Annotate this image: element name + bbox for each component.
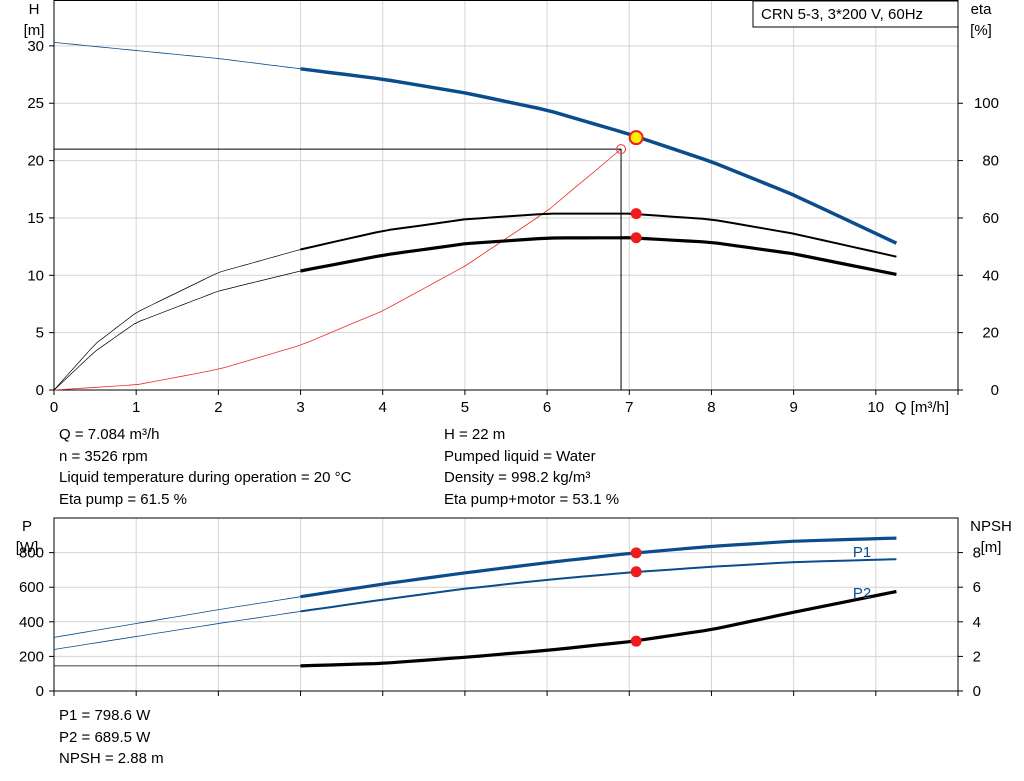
title-box (752, 0, 959, 28)
x-tick-label: 5 (461, 399, 469, 416)
series-label-p1: P1 (853, 544, 871, 561)
y-tick-label-head: 0 (36, 382, 44, 399)
info-pumped-liquid: Pumped liquid = Water (444, 447, 596, 465)
y-tick-label-head: 20 (27, 153, 44, 170)
y-tick-label-eta: 80 (982, 153, 999, 170)
y-tick-label-npsh: 0 (973, 683, 981, 700)
info-npsh: NPSH = 2.88 m (59, 750, 164, 767)
y-axis-unit-head: [m] (24, 22, 45, 39)
x-tick-label: 0 (50, 399, 58, 416)
duty-point-marker (628, 130, 644, 146)
y-axis-label-npsh: NPSH (970, 518, 1012, 535)
p1-marker (630, 547, 642, 559)
y-tick-label-eta: 20 (982, 325, 999, 342)
x-tick-label: 7 (625, 399, 633, 416)
x-tick-label: 1 (132, 399, 140, 416)
y-axis-label-power: P (22, 518, 32, 535)
duty-guide-lines (54, 148, 622, 390)
info-eta-pump: Eta pump = 61.5 % (59, 490, 187, 508)
y-tick-label-npsh: 6 (973, 579, 981, 596)
y-tick-label-head: 30 (27, 38, 44, 55)
y-axis-label-head: H (29, 1, 40, 18)
eta-pump-marker (630, 208, 642, 220)
head-curve (300, 67, 898, 245)
info-p1: P1 = 798.6 W (59, 707, 151, 724)
y-axis-unit-power: [W] (16, 539, 39, 556)
system-curve (53, 148, 622, 391)
y-tick-label-power: 400 (19, 614, 44, 631)
p1-curve-thin (53, 596, 301, 638)
series-label-p2: P2 (853, 585, 871, 602)
info-density: Density = 998.2 kg/m³ (444, 469, 591, 486)
info-flow: Q = 7.084 m³/h (59, 426, 160, 443)
y-tick-label-npsh: 2 (973, 648, 981, 665)
info-speed: n = 3526 rpm (59, 447, 148, 465)
y-tick-label-eta: 60 (982, 210, 999, 227)
y-axis-unit-eta: [%] (970, 22, 992, 39)
y-tick-label-eta: 100 (974, 95, 999, 112)
x-tick-label: 2 (214, 399, 222, 416)
x-tick-label: 10 (867, 399, 884, 416)
p2-curve (300, 558, 897, 613)
info-bottom: P1 = 798.6 W P2 = 689.5 W NPSH = 2.88 m (59, 705, 164, 770)
npsh-curve (300, 589, 897, 668)
y-tick-label-eta: 0 (991, 382, 999, 399)
npsh-marker (630, 635, 642, 647)
y-tick-label-power: 800 (19, 545, 44, 562)
y-tick-label-head: 10 (27, 267, 44, 284)
p2-curve-thin (53, 611, 301, 650)
info-top-right: H = 22 m Pumped liquid = Water Density =… (444, 424, 619, 510)
eta-pump-curve (300, 212, 897, 258)
x-axis-label: Q [m³/h] (895, 399, 949, 416)
y-tick-label-eta: 40 (982, 267, 999, 284)
eta-pump-motor-marker (630, 232, 642, 244)
x-tick-label: 9 (789, 399, 797, 416)
y-tick-label-power: 600 (19, 579, 44, 596)
y-tick-label-power: 200 (19, 648, 44, 665)
x-tick-label: 4 (379, 399, 387, 416)
chart-title: CRN 5-3, 3*200 V, 60Hz (761, 6, 923, 23)
eta-pump-curve-thin (53, 249, 301, 391)
y-tick-label-power: 0 (36, 683, 44, 700)
y-tick-label-npsh: 4 (973, 614, 981, 631)
y-axis-unit-npsh: [m] (981, 539, 1002, 556)
info-liquid-temperature: Liquid temperature during operation = 20… (59, 469, 352, 486)
plot-frame-top (53, 0, 959, 391)
head-curve-thin (53, 42, 301, 70)
x-tick-label: 6 (543, 399, 551, 416)
info-p2: P2 = 689.5 W (59, 728, 151, 746)
y-tick-label-npsh: 8 (973, 545, 981, 562)
info-eta-pump-motor: Eta pump+motor = 53.1 % (444, 490, 620, 508)
p2-marker (630, 566, 642, 578)
y-axis-label-eta: eta (971, 1, 993, 18)
info-top-left: Q = 7.084 m³/h n = 3526 rpm Liquid tempe… (59, 424, 351, 510)
p1-curve (300, 536, 897, 599)
requested-point-marker (616, 144, 627, 155)
plot-frame-bottom (53, 517, 959, 692)
eta-pump-motor-curve-thin (53, 270, 301, 391)
y-tick-label-head: 25 (27, 95, 44, 112)
y-tick-label-head: 5 (36, 325, 44, 342)
info-head: H = 22 m (444, 426, 506, 443)
x-tick-label: 8 (707, 399, 715, 416)
x-tick-label: 3 (296, 399, 304, 416)
eta-pump-motor-curve (300, 236, 897, 276)
y-tick-label-head: 15 (27, 210, 44, 227)
